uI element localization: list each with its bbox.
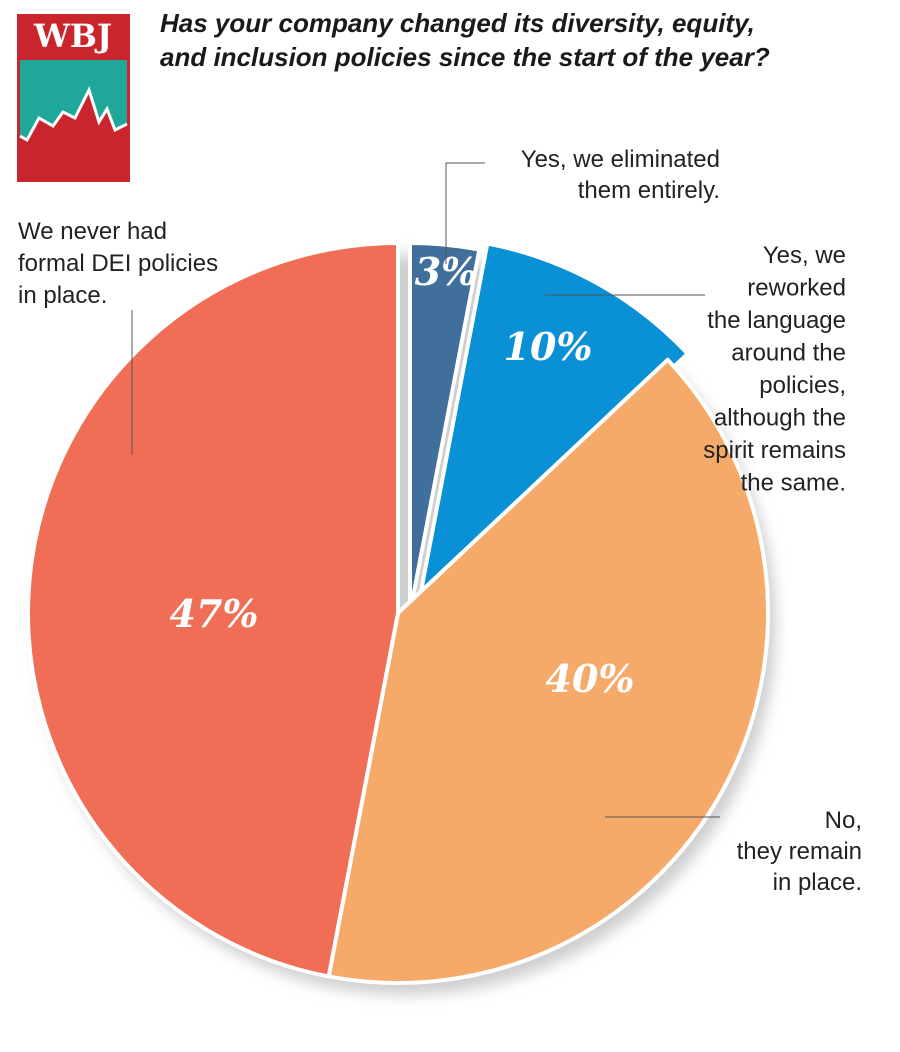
- category-label-line: the language: [707, 307, 846, 334]
- category-label-line: policies,: [759, 372, 846, 399]
- category-label-eliminated: Yes, we eliminated them entirely.: [521, 146, 720, 204]
- slice-value-label-remain: 40%: [546, 656, 635, 701]
- svg-text:WBJ: WBJ: [33, 17, 112, 55]
- category-label-line: around the: [731, 340, 846, 367]
- category-label-remain: No, they remain in place.: [737, 807, 862, 896]
- chart-title-line-2: and inclusion policies since the start o…: [160, 42, 770, 72]
- category-label-line: Yes, we eliminated: [521, 146, 720, 173]
- category-label-line: spirit remains: [703, 437, 846, 464]
- pie-slice-remain: [326, 357, 770, 985]
- chart-title-line-1: Has your company changed its diversity, …: [160, 8, 755, 38]
- category-label-line: formal DEI policies: [18, 250, 218, 277]
- pie-slice-reworked: [416, 241, 690, 609]
- pie-slice-eliminated: [408, 241, 482, 615]
- category-label-reworked: Yes, we reworked the language around the pol…: [703, 242, 846, 497]
- category-label-line: they remain: [737, 838, 862, 865]
- category-label-line: in place.: [773, 869, 862, 896]
- category-label-never-had: We never had formal DEI policies in place.: [18, 218, 218, 309]
- category-label-line: Yes, we: [763, 242, 846, 269]
- slice-value-label-never-had: 47%: [170, 591, 259, 636]
- wbj-logo: WBJ: [17, 14, 130, 182]
- category-label-line: the same.: [741, 470, 846, 497]
- category-label-line: No,: [825, 807, 862, 834]
- category-label-line: We never had: [18, 218, 167, 245]
- pie-slice-never-had: [26, 241, 400, 979]
- slice-value-label-reworked: 10%: [504, 324, 593, 369]
- category-label-line: reworked: [747, 275, 846, 302]
- chart-title: Has your company changed its diversity, …: [160, 6, 880, 74]
- category-label-line: them entirely.: [578, 177, 720, 204]
- category-label-line: in place.: [18, 282, 107, 309]
- leader-line-eliminated: [445, 162, 485, 264]
- category-label-line: although the: [714, 405, 846, 432]
